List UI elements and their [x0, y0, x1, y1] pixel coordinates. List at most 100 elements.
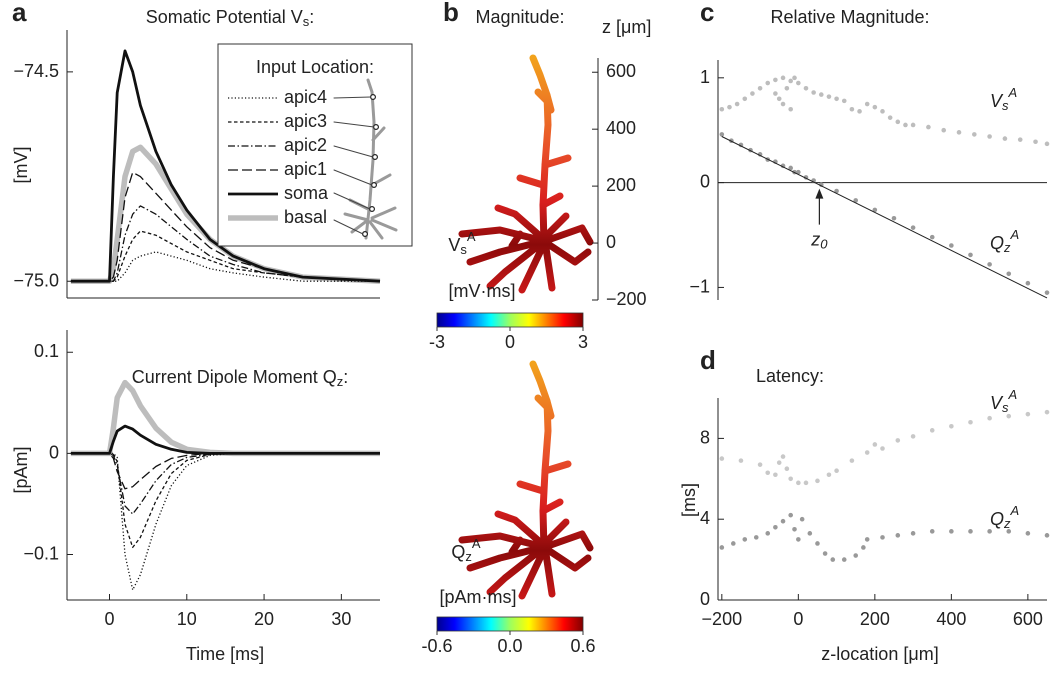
scatter-point	[765, 470, 771, 476]
scatter-point	[1044, 290, 1050, 295]
scatter-point	[773, 77, 778, 83]
colorbar-quantity: QzA	[451, 536, 481, 564]
line-series	[70, 452, 380, 591]
panel-letter: b	[443, 0, 459, 27]
y-tick-label: −74.5	[13, 61, 59, 81]
colorbar-quantity: VsA	[448, 229, 476, 257]
scatter-point	[895, 533, 901, 538]
scatter-point	[910, 225, 916, 230]
neuron-morphology	[458, 54, 594, 294]
scatter-point	[895, 119, 901, 125]
scatter-point	[926, 124, 931, 130]
scatter-point	[818, 92, 824, 97]
scatter-point	[727, 104, 732, 110]
panel-title: Relative Magnitude:	[770, 7, 929, 27]
scatter-point	[841, 98, 847, 104]
fit-line	[721, 136, 1048, 299]
legend-label: soma	[284, 183, 329, 203]
scatter-point	[734, 101, 740, 107]
scatter-point	[1002, 136, 1008, 141]
scatter-point	[864, 101, 870, 107]
line-series	[70, 424, 380, 455]
scatter-point	[773, 91, 778, 96]
x-tick-label: 0	[104, 609, 114, 629]
scatter-point	[1025, 280, 1031, 286]
scatter-point	[776, 96, 782, 102]
scatter-point	[788, 78, 793, 84]
scatter-point	[765, 531, 771, 536]
scatter-point	[880, 109, 885, 114]
colorbar-tick-label: -0.6	[421, 636, 452, 656]
scatter-point	[780, 101, 786, 107]
scatter-point	[826, 94, 832, 99]
scatter-point	[853, 198, 859, 203]
line-series	[70, 452, 380, 490]
legend-box	[217, 43, 413, 247]
z-tick-label: 600	[606, 61, 636, 81]
x-tick-label: 0	[793, 609, 803, 629]
scatter-point	[788, 476, 793, 482]
y-tick-label: 4	[700, 508, 710, 528]
scatter-point	[796, 169, 801, 175]
line-series	[70, 49, 381, 283]
scatter-point	[1044, 533, 1050, 538]
legend: Input Location: apic4 apic3 apic2 apic1 soma b…	[217, 43, 413, 247]
panel-letter: c	[700, 0, 714, 27]
scatter-point	[1044, 141, 1050, 147]
scatter-point	[788, 106, 793, 112]
line-series	[70, 452, 380, 515]
series-label: VsA	[990, 387, 1017, 415]
scatter-point	[742, 537, 748, 542]
y-tick-label: 0	[700, 171, 710, 191]
scatter-point	[849, 458, 855, 463]
scatter-point	[792, 527, 797, 532]
scatter-point	[987, 262, 992, 267]
scatter-point	[929, 234, 935, 240]
colorbar-label: [mV·ms]	[449, 281, 516, 301]
scatter-point	[834, 188, 839, 194]
y-tick-label: 1	[700, 67, 710, 87]
colorbar	[436, 616, 584, 632]
scatter-point	[849, 106, 855, 112]
scatter-point	[880, 535, 885, 540]
scatter-point	[864, 537, 870, 542]
scatter-point	[788, 512, 793, 518]
x-axis-label: z-location [μm]	[821, 644, 938, 664]
scatter-point	[757, 85, 763, 91]
scatter-point	[803, 85, 809, 91]
z-tick-label: −200	[606, 289, 647, 309]
line-series	[70, 452, 380, 549]
scatter-point	[818, 182, 824, 188]
scatter-point	[826, 472, 832, 478]
colorbar-tick-label: 3	[578, 332, 588, 352]
scatter-point	[834, 468, 839, 474]
scatter-point	[972, 132, 977, 137]
scatter-point	[719, 132, 725, 137]
legend-label: apic4	[284, 87, 327, 107]
scatter-point	[773, 524, 778, 530]
x-tick-label: 20	[254, 609, 274, 629]
scatter-point	[880, 446, 885, 451]
scatter-point	[815, 478, 820, 484]
scatter-point	[968, 252, 973, 258]
y-axis-label: [pAm]	[11, 446, 31, 493]
scatter-point	[956, 130, 962, 135]
y-tick-label: 0	[49, 442, 59, 462]
y-tick-label: 0	[700, 589, 710, 609]
z-tick-label: 0	[606, 232, 616, 252]
scatter-point	[1025, 531, 1031, 536]
colorbar-tick-label: 0.6	[570, 636, 595, 656]
scatter-point	[830, 557, 836, 562]
scatter-point	[796, 480, 801, 486]
scatter-point	[1017, 137, 1023, 142]
panel-title: Somatic Potential Vs:	[146, 7, 315, 30]
panel-letter: d	[700, 345, 716, 375]
colorbar-tick-label: -3	[429, 332, 445, 352]
annotation: z0	[810, 229, 828, 252]
scatter-point	[872, 442, 878, 447]
scatter-point	[968, 419, 973, 425]
y-axis-label: [mV]	[11, 146, 31, 183]
x-tick-label: 200	[860, 609, 890, 629]
series-label: VsA	[990, 85, 1017, 113]
